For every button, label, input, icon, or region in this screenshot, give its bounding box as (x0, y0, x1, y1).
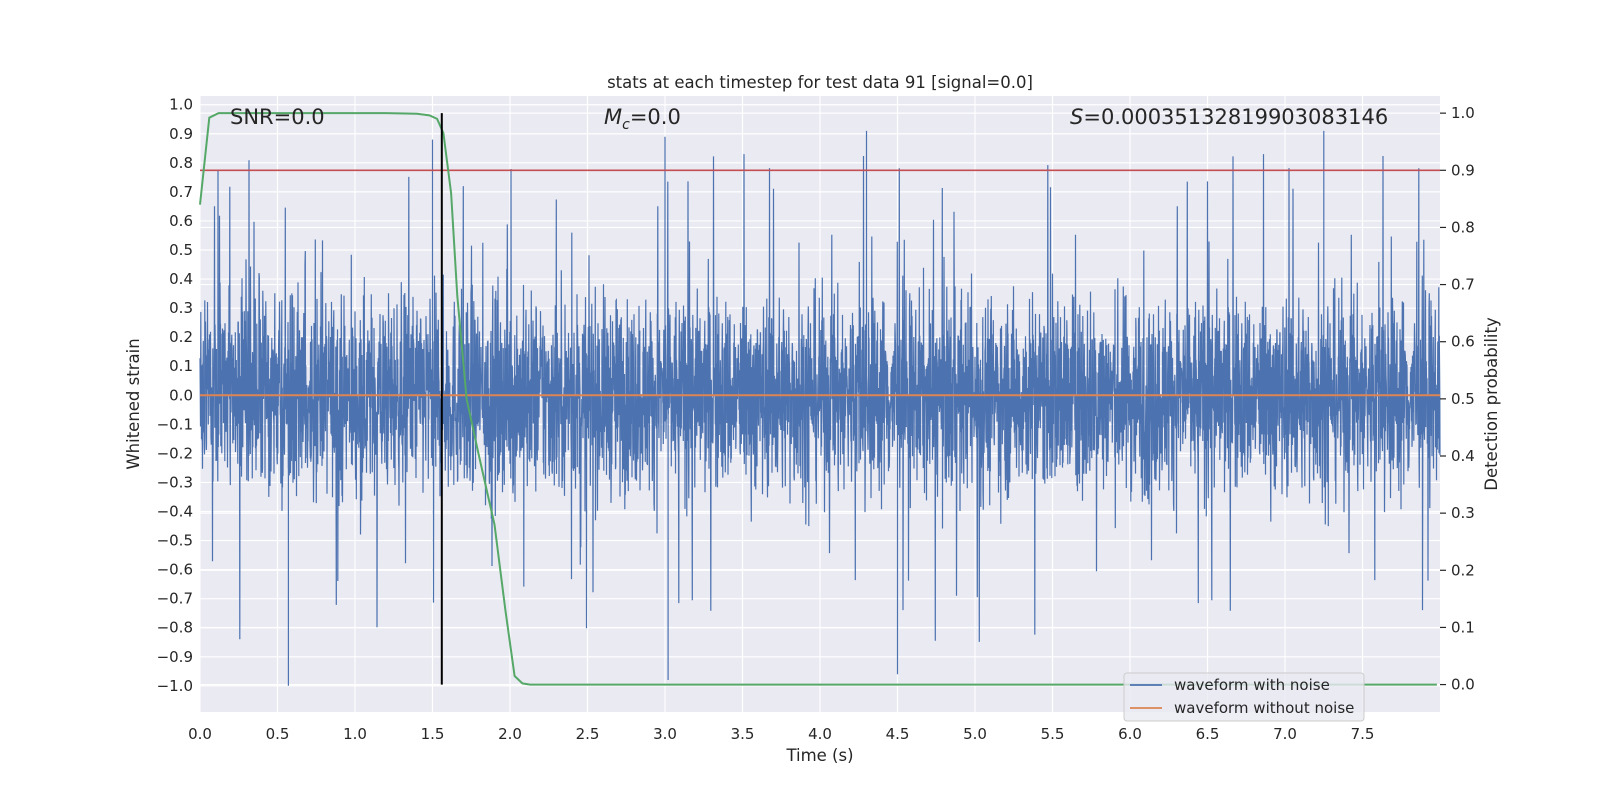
y2-tick-label: 0.4 (1451, 447, 1475, 465)
statistic-annotation: S=0.00035132819903083146 (1070, 105, 1388, 129)
y-tick-label: 0.4 (169, 270, 193, 288)
tick-labels: 0.0 0.5 1.0 1.5 2.0 2.5 3.0 3.5 4.0 4.5 5.0 5.5 6.0 6… (157, 96, 1475, 743)
chart-marks (199, 112, 1440, 686)
y-tick-label: −0.2 (157, 444, 193, 462)
x-tick-label: 1.5 (421, 725, 445, 743)
x-axis-label: Time (s) (785, 746, 853, 765)
y2-tick-label: 0.5 (1451, 390, 1475, 408)
y-tick-label: 0.6 (169, 212, 193, 230)
y-tick-label: 0.7 (169, 183, 193, 201)
detection-probability-line (199, 112, 1437, 686)
waveform-with-noise-line (199, 130, 1441, 686)
y-axis-label: Whitened strain (124, 338, 143, 469)
y2-tick-label: 0.6 (1451, 333, 1475, 351)
statistic-value: =0.00035132819903083146 (1083, 105, 1388, 129)
x-tick-label: 3.0 (653, 725, 677, 743)
y2-tick-label: 0.3 (1451, 504, 1475, 522)
x-tick-label: 2.0 (498, 725, 522, 743)
x-tick-label: 4.0 (808, 725, 832, 743)
statistic-symbol: S (1070, 105, 1083, 129)
y2-tick-label: 0.8 (1451, 218, 1475, 236)
snr-annotation: SNR=0.0 (230, 105, 325, 129)
x-tick-label: 0.0 (188, 725, 212, 743)
x-tick-label: 1.0 (343, 725, 367, 743)
legend-label-clean: waveform without noise (1174, 699, 1354, 717)
y2-tick-label: 0.9 (1451, 161, 1475, 179)
y-tick-label: −0.1 (157, 415, 193, 433)
chart-title: stats at each timestep for test data 91 … (607, 73, 1033, 92)
y-tick-label: 0.5 (169, 241, 193, 259)
x-tick-label: 6.5 (1196, 725, 1220, 743)
x-tick-label: 6.0 (1118, 725, 1142, 743)
y-tick-label: 0.0 (169, 386, 193, 404)
x-tick-label: 4.5 (886, 725, 910, 743)
y2-tick-label: 0.2 (1451, 561, 1475, 579)
x-tick-label: 5.0 (963, 725, 987, 743)
y-tick-label: −0.5 (157, 532, 193, 550)
y-tick-label: 0.2 (169, 328, 193, 346)
x-tick-label: 0.5 (266, 725, 290, 743)
y2-axis-label: Detection probability (1482, 317, 1501, 491)
legend-box (1123, 672, 1365, 722)
x-tick-label: 7.0 (1273, 725, 1297, 743)
x-tick-label: 2.5 (576, 725, 600, 743)
y2-tick-label: 0.1 (1451, 618, 1475, 636)
y-tick-label: 0.8 (169, 154, 193, 172)
y-tick-label: 1.0 (169, 96, 193, 114)
chirp-mass-symbol: M (604, 105, 622, 129)
y-tick-label: −0.4 (157, 503, 193, 521)
chirp-mass-subscript: c (622, 117, 630, 133)
y2-tick-label: 0.0 (1451, 676, 1475, 694)
x-tick-label: 5.5 (1041, 725, 1065, 743)
legend-label-noise: waveform with noise (1174, 676, 1330, 694)
y-tick-label: −0.9 (157, 648, 193, 666)
y-tick-label: 0.9 (169, 125, 193, 143)
y2-tick-label: 1.0 (1451, 104, 1475, 122)
y-tick-label: −0.8 (157, 619, 193, 637)
chirp-mass-annotation: Mc=0.0 (604, 105, 681, 133)
y-tick-label: −0.7 (157, 590, 193, 608)
x-tick-label: 3.5 (731, 725, 755, 743)
y2-tick-label: 0.7 (1451, 276, 1475, 294)
legend: waveform with noise waveform without noi… (1123, 672, 1365, 722)
y-tick-label: 0.1 (169, 357, 193, 375)
y-tick-label: −0.6 (157, 561, 193, 579)
waveform-with-noise-series (199, 130, 1441, 686)
x-tick-label: 7.5 (1351, 725, 1375, 743)
y-tick-label: 0.3 (169, 299, 193, 317)
y-tick-label: −1.0 (157, 677, 193, 695)
y-tick-label: −0.3 (157, 473, 193, 491)
chirp-mass-value: =0.0 (630, 105, 681, 129)
